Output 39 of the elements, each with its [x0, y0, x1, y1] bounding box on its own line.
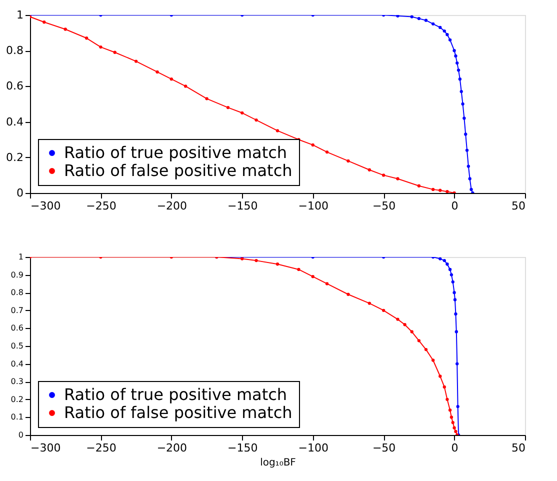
x-tick-label: 0 [451, 200, 458, 212]
y-tick-label: 0.4 [6, 115, 24, 128]
y-tick-label: 1 [18, 252, 24, 262]
y-tick-label: 0.4 [10, 359, 24, 368]
x-tick-label: −50 [372, 200, 396, 212]
x-tick-label: −150 [228, 442, 258, 454]
y-tick-label: 0.2 [6, 150, 24, 164]
x-axis-title: log₁₀BF [260, 458, 296, 468]
y-tick-label: 1 [16, 8, 24, 22]
x-tick-label: 50 [512, 200, 526, 212]
y-tick-label: 0.2 [10, 394, 24, 404]
y-tick-label: 0.1 [10, 412, 24, 422]
legend-label: Ratio of false positive match [64, 161, 292, 180]
legend-label: Ratio of true positive match [64, 385, 288, 404]
y-tick-label: 0.8 [6, 44, 24, 58]
x-tick-label: −250 [86, 442, 116, 454]
y-tick-label: 0.6 [6, 80, 24, 93]
x-tick-label: −300 [30, 200, 61, 212]
x-tick-label: −200 [156, 200, 188, 212]
y-tick-label: 0.8 [10, 288, 24, 298]
legend-label: Ratio of false positive match [64, 403, 292, 422]
x-tick-label: −100 [298, 442, 328, 454]
x-tick-label: 50 [512, 442, 526, 454]
y-tick-label: 0.5 [10, 342, 24, 350]
y-tick-label: 0 [16, 186, 24, 200]
x-tick-label: −300 [30, 442, 61, 454]
y-tick-label: 0 [18, 430, 24, 440]
x-tick-label: −150 [228, 200, 258, 212]
legend-label: Ratio of true positive match [64, 143, 288, 162]
x-tick-label: −50 [372, 442, 396, 454]
x-tick-label: 0 [451, 442, 458, 454]
x-tick-label: −200 [156, 442, 188, 454]
line-series [30, 257, 459, 435]
y-tick-label: 0.6 [10, 324, 24, 333]
y-tick-label: 0.9 [10, 270, 24, 280]
y-tick-label: 0.3 [10, 377, 24, 386]
x-tick-label: −100 [298, 200, 328, 212]
y-tick-label: 0.7 [10, 306, 24, 315]
x-tick-label: −250 [86, 200, 116, 212]
